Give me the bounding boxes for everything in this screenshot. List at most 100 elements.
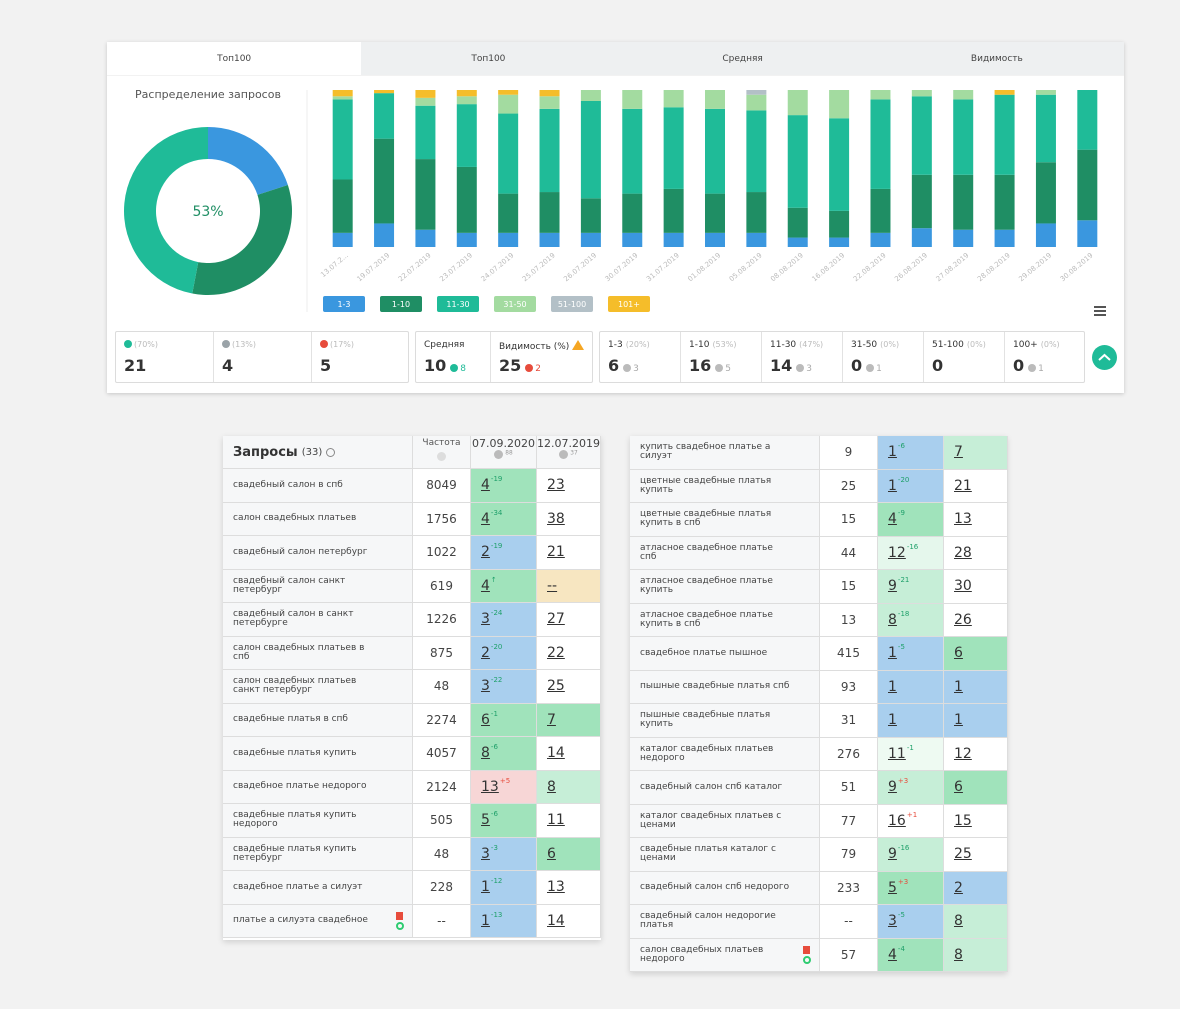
date-label: 07.09.2020 (472, 437, 535, 450)
tab[interactable]: Видимость (869, 42, 1124, 75)
position-value[interactable]: 5 (888, 879, 897, 896)
expand-button[interactable] (1092, 345, 1117, 370)
position-value[interactable]: 7 (547, 711, 556, 728)
position-value[interactable]: 6 (954, 779, 963, 796)
position-value[interactable]: 28 (954, 544, 972, 561)
position-value[interactable]: 8 (481, 745, 490, 762)
position-value[interactable]: 21 (547, 544, 565, 561)
search-icon[interactable] (326, 447, 336, 457)
position-value[interactable]: 2 (954, 879, 963, 896)
position-value[interactable]: 9 (888, 846, 897, 863)
tab[interactable]: Топ100 (107, 42, 362, 75)
position-value[interactable]: 1 (888, 444, 897, 461)
position-value[interactable]: 8 (954, 913, 963, 930)
bar-segment (829, 237, 850, 247)
position-value[interactable]: 8 (888, 611, 897, 628)
query-text: пышные свадебные платья спб (640, 681, 790, 692)
metric-row: 25 2 (499, 356, 541, 375)
position-value[interactable]: 7 (954, 444, 963, 461)
position-value[interactable]: 3 (481, 845, 490, 862)
position-value[interactable]: 12 (954, 745, 972, 762)
tab[interactable]: Топ100 (361, 42, 616, 75)
position-value[interactable]: 5 (481, 812, 490, 829)
position-value[interactable]: 6 (547, 845, 556, 862)
position-value[interactable]: -- (547, 577, 558, 594)
position-value[interactable]: 1 (888, 712, 897, 729)
position-value[interactable]: 14 (547, 912, 565, 929)
position-cell: 2 -19 (471, 536, 537, 570)
position-value[interactable]: 1 (888, 645, 897, 662)
x-tick-label: 13.07.2... (319, 251, 350, 279)
delete-icon[interactable] (803, 945, 810, 954)
position-value[interactable]: 4 (481, 510, 490, 527)
position-cell: 8 -18 (878, 603, 944, 637)
position-value[interactable]: 1 (954, 712, 963, 729)
position-cell: 4 -19 (471, 469, 537, 503)
position-value[interactable]: 3 (481, 678, 490, 695)
position-value[interactable]: 15 (954, 812, 972, 829)
menu-line[interactable] (1094, 306, 1106, 308)
header-date[interactable]: 07.09.2020 88 (471, 436, 537, 469)
position-delta: -9 (897, 509, 905, 517)
position-value[interactable]: 12 (888, 544, 906, 561)
frequency-cell: -- (413, 904, 471, 938)
x-tick-label: 23.07.2019 (438, 251, 474, 283)
bar-segment (332, 90, 353, 97)
position-value[interactable]: 6 (954, 645, 963, 662)
chevron[interactable] (1098, 353, 1111, 361)
position-value[interactable]: 22 (547, 644, 565, 661)
position-value[interactable]: 27 (547, 611, 565, 628)
query-cell: платье а силуэта свадебное (223, 904, 413, 938)
header-date[interactable]: 12.07.2019 37 (537, 436, 601, 469)
menu-line[interactable] (1094, 314, 1106, 316)
position-value[interactable]: 2 (481, 544, 490, 561)
position-cell: 11 (537, 804, 601, 838)
bar-segment (746, 94, 767, 111)
tab[interactable]: Средняя (615, 42, 870, 75)
position-value[interactable]: 11 (547, 812, 565, 829)
change-icon (450, 364, 459, 372)
position-value[interactable]: 1 (954, 678, 963, 695)
position-value[interactable]: 6 (481, 711, 490, 728)
position-value[interactable]: 1 (481, 879, 490, 896)
position-value[interactable]: 9 (888, 779, 897, 796)
position-delta: -12 (490, 877, 503, 885)
position-value[interactable]: 4 (888, 511, 897, 528)
legend-label: 1-10 (392, 300, 410, 309)
position-value[interactable]: 3 (481, 611, 490, 628)
position-value[interactable]: 1 (481, 912, 490, 929)
position-value[interactable]: 2 (481, 644, 490, 661)
position-value[interactable]: 9 (888, 578, 897, 595)
refresh-icon[interactable] (396, 921, 404, 930)
stat-value: 21 (124, 356, 147, 375)
menu-icon[interactable] (1094, 306, 1106, 316)
position-cell: 13 +5 (471, 770, 537, 804)
position-value[interactable]: 4 (481, 577, 490, 594)
position-value[interactable]: 25 (547, 678, 565, 695)
position-value[interactable]: 14 (547, 745, 565, 762)
position-value[interactable]: 8 (547, 778, 556, 795)
position-value[interactable]: 11 (888, 745, 906, 762)
position-value[interactable]: 21 (954, 477, 972, 494)
position-value[interactable]: 16 (888, 812, 906, 829)
position-value[interactable]: 30 (954, 578, 972, 595)
menu-line[interactable] (1094, 310, 1106, 312)
delete-icon[interactable] (396, 911, 403, 920)
position-value[interactable]: 25 (954, 846, 972, 863)
position-value[interactable]: 8 (954, 946, 963, 963)
query-cell: свадебный салон петербург (223, 536, 413, 570)
position-value[interactable]: 13 (954, 511, 972, 528)
refresh-icon[interactable] (803, 955, 811, 964)
position-value[interactable]: 4 (888, 946, 897, 963)
position-value[interactable]: 13 (547, 879, 565, 896)
position-value[interactable]: 1 (888, 477, 897, 494)
position-value[interactable]: 13 (481, 778, 499, 795)
position-value[interactable]: 4 (481, 477, 490, 494)
position-value[interactable]: 26 (954, 611, 972, 628)
chevron-icon[interactable] (1092, 345, 1117, 370)
position-value[interactable]: 38 (547, 510, 565, 527)
position-value[interactable]: 3 (888, 913, 897, 930)
position-value[interactable]: 1 (888, 678, 897, 695)
position-delta: -4 (897, 944, 905, 953)
position-value[interactable]: 23 (547, 477, 565, 494)
